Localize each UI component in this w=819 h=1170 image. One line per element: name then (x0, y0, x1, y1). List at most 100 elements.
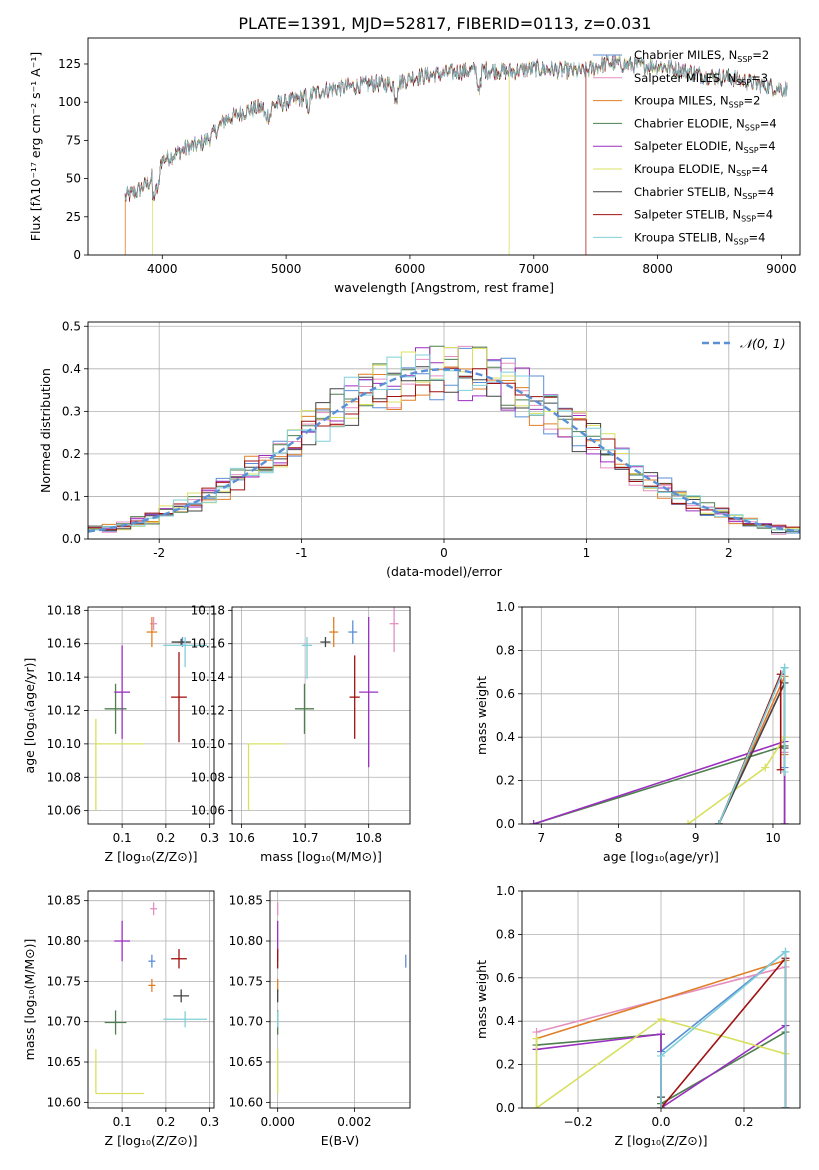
x-tick-label: 0.2 (156, 1115, 175, 1129)
y-axis-label: Normed distribution (38, 368, 53, 493)
y-tick-label: 10.10 (47, 737, 81, 751)
chart-residuals: -2 -1 0 1 2 0.0 0.1 0.2 0.3 0.4 0.5 (data-model)/er… (38, 319, 801, 579)
y-tick-label: 10.85 (47, 894, 81, 908)
legend-label-salpeter_miles: Salpeter MILES, NSSP=3 (634, 71, 768, 87)
x-axis-label: E(B-V) (321, 1133, 360, 1148)
x-tick-label: 10.8 (355, 831, 382, 845)
mass-weight-line-kroupa_miles (536, 959, 786, 1040)
x-tick-label: 9 (692, 831, 700, 845)
y-tick-label: 50 (66, 172, 81, 186)
legend-label-chabrier_elodie: Chabrier ELODIE, NSSP=4 (634, 116, 777, 132)
legend-label-chabrier_miles: Chabrier MILES, NSSP=2 (634, 48, 769, 64)
x-axis-label: Z [log₁₀(Z/Z⊙)] (105, 1133, 198, 1148)
legend-sub: SSP (742, 192, 757, 201)
y-tick-label: 0.4 (62, 362, 81, 376)
legend-label-salpeter_stelib: Salpeter STELIB, NSSP=4 (634, 208, 773, 224)
mass-weight-marker-kroupa_stelib (714, 820, 723, 824)
x-tick-label: 10.7 (292, 831, 319, 845)
y-tick-label: 0.6 (496, 971, 515, 985)
mass-weight-marker-kroupa_stelib (657, 1051, 665, 1060)
y-tick-label: 10.65 (47, 1055, 81, 1069)
y-tick-label: 0.2 (496, 774, 515, 788)
y-tick-label: 100 (58, 95, 81, 109)
x-tick-label: 9000 (766, 262, 797, 276)
y-tick-label: 10.12 (47, 703, 81, 717)
y-tick-label: 125 (58, 57, 81, 71)
y-tick-label: 0.4 (496, 1014, 515, 1028)
legend-suffix: =4 (749, 230, 766, 244)
y-tick-label: 0.2 (496, 1058, 515, 1072)
y-tick-label: 10.75 (229, 974, 263, 988)
y-tick-label: 0.8 (496, 643, 515, 657)
errorbar-point-chabrier_elodie (104, 683, 127, 734)
y-tick-label: 10.06 (47, 804, 81, 818)
mass-weight-marker-salpeter_elodie (780, 820, 789, 824)
errorbar-point-kroupa_elodie (247, 743, 284, 811)
mass-weight-line-kroupa_elodie (535, 1018, 786, 1108)
y-tick-label: 10.70 (229, 1015, 263, 1029)
legend-label-kroupa_stelib: Kroupa STELIB, NSSP=4 (634, 230, 765, 246)
y-tick-label: 0.2 (62, 447, 81, 461)
errorbar-point-salpeter_elodie (114, 645, 130, 739)
mass-weight-marker-salpeter_elodie (529, 820, 538, 824)
legend-sub: SSP (741, 215, 756, 224)
y-tick-label: 10.18 (191, 603, 225, 617)
y-tick-label: 0.0 (496, 1101, 515, 1115)
chart-mw_vs_age: 7 8 9 10 0.0 0.2 0.4 0.6 0.8 1.0 age [log₁₀(age/yr… (474, 600, 801, 864)
legend-name: Kroupa STELIB, N (634, 230, 734, 244)
errorbar-point-salpeter_miles (150, 902, 158, 916)
y-tick-label: 0.1 (62, 489, 81, 503)
plot-frame (87, 321, 801, 540)
mass-weight-line-salpeter_elodie (533, 740, 786, 824)
spectrum-line-kroupa_miles (124, 55, 788, 255)
chart-spectrum: 4000 5000 6000 7000 8000 9000 0 25 50 75 100 125 wav… (28, 37, 801, 295)
y-tick-label: 10.10 (191, 737, 225, 751)
legend-name: Chabrier MILES, N (634, 48, 737, 62)
plot-frame (269, 890, 411, 1109)
errorbar-point-chabrier_stelib (171, 638, 191, 646)
errorbar-point-salpeter_stelib (171, 652, 187, 743)
x-axis-label: age [log₁₀(age/yr)] (603, 849, 719, 864)
x-tick-label: 10.6 (228, 831, 255, 845)
legend-name: Chabrier ELODIE, N (634, 116, 745, 130)
plot-area-mw_vs_age (529, 663, 789, 824)
x-tick-label: 0.1 (113, 1115, 132, 1129)
plot-frame (231, 606, 411, 825)
mass-weight-marker-kroupa_elodie (684, 820, 693, 824)
errorbar-point-kroupa_stelib (163, 637, 207, 668)
x-tick-label: 0.0 (651, 1115, 670, 1129)
chart-age_vs_z: 0.1 0.2 0.3 10.06 10.08 10.10 10.12 10.14 10.16 1… (22, 603, 219, 864)
legend-suffix: =2 (752, 48, 769, 62)
chart-age_vs_mass: 10.6 10.7 10.8 10.06 10.08 10.10 10.12 10.14 10.… (191, 603, 411, 864)
x-tick-label: 4000 (147, 262, 178, 276)
errorbar-point-chabrier_stelib (320, 637, 331, 648)
x-tick-label: 1 (583, 546, 591, 560)
y-tick-label: 10.16 (47, 637, 81, 651)
errorbar-point-kroupa_miles (148, 978, 156, 992)
x-axis-label: Z [log₁₀(Z/Z⊙)] (615, 1133, 708, 1148)
legend-label-kroupa_elodie: Kroupa ELODIE, NSSP=4 (634, 162, 768, 178)
x-tick-label: -2 (153, 546, 165, 560)
legend-label-chabrier_stelib: Chabrier STELIB, NSSP=4 (634, 185, 774, 201)
x-axis-label: wavelength [Angstrom, rest frame] (334, 280, 554, 295)
errorbar-point-kroupa_miles (329, 617, 339, 648)
y-tick-label: 0.3 (62, 404, 81, 418)
y-tick-label: 10.65 (229, 1055, 263, 1069)
plot-area-age_vs_z (95, 617, 207, 811)
plot-frame (521, 890, 801, 1109)
errorbar-point-chabrier_stelib (173, 989, 190, 1003)
mass-weight-marker-salpeter_elodie (657, 1030, 665, 1039)
mass-weight-marker-kroupa_stelib (780, 767, 789, 776)
errorbar-point-chabrier_miles (148, 954, 156, 968)
errorbar-point-salpeter_elodie (359, 617, 379, 768)
legend-sub: SSP (744, 146, 759, 155)
x-tick-label: 0.2 (156, 831, 175, 845)
legend-suffix: =4 (759, 139, 776, 153)
y-tick-label: 10.80 (229, 934, 263, 948)
legend-sub: SSP (737, 55, 752, 64)
y-tick-label: 0.0 (62, 532, 81, 546)
residual-legend: 𝒩(0, 1) (702, 336, 786, 351)
y-tick-label: 1.0 (496, 600, 515, 614)
x-tick-label: 10 (765, 831, 780, 845)
mass-weight-marker-kroupa_elodie (532, 1104, 541, 1108)
